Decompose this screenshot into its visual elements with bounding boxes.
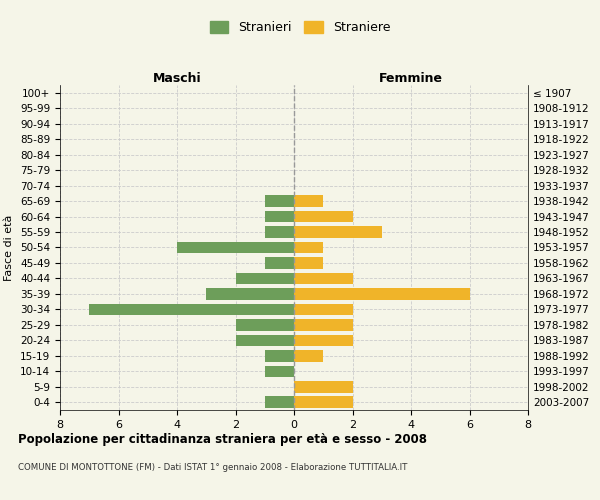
Bar: [177, 242, 294, 254]
Bar: [265, 396, 294, 408]
Bar: [294, 210, 353, 222]
Bar: [235, 319, 294, 330]
Legend: Stranieri, Straniere: Stranieri, Straniere: [205, 16, 395, 40]
Bar: [294, 242, 323, 254]
Bar: [294, 350, 323, 362]
Bar: [294, 319, 353, 330]
Bar: [294, 334, 353, 346]
Text: COMUNE DI MONTOTTONE (FM) - Dati ISTAT 1° gennaio 2008 - Elaborazione TUTTITALIA: COMUNE DI MONTOTTONE (FM) - Dati ISTAT 1…: [18, 462, 407, 471]
Text: Maschi: Maschi: [152, 72, 202, 85]
Bar: [265, 366, 294, 377]
Bar: [206, 288, 294, 300]
Text: Popolazione per cittadinanza straniera per età e sesso - 2008: Popolazione per cittadinanza straniera p…: [18, 432, 427, 446]
Bar: [294, 226, 382, 238]
Bar: [235, 334, 294, 346]
Bar: [265, 350, 294, 362]
Bar: [265, 257, 294, 269]
Bar: [265, 196, 294, 207]
Bar: [89, 304, 294, 315]
Bar: [235, 272, 294, 284]
Bar: [294, 396, 353, 408]
Bar: [294, 272, 353, 284]
Bar: [265, 210, 294, 222]
Bar: [294, 288, 470, 300]
Bar: [294, 304, 353, 315]
Bar: [294, 257, 323, 269]
Text: Femmine: Femmine: [379, 72, 443, 85]
Y-axis label: Fasce di età: Fasce di età: [4, 214, 14, 280]
Bar: [294, 196, 323, 207]
Y-axis label: Anni di nascita: Anni di nascita: [598, 206, 600, 288]
Bar: [294, 381, 353, 392]
Bar: [265, 226, 294, 238]
